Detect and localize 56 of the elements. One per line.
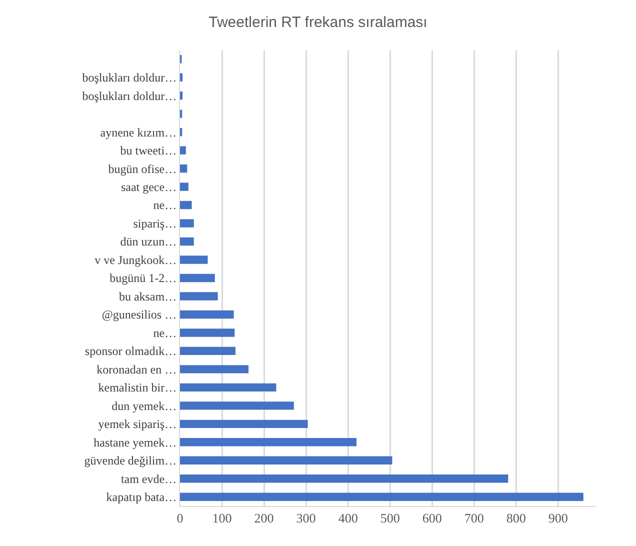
bar — [180, 182, 188, 191]
bar — [180, 328, 235, 337]
bar — [180, 73, 183, 82]
bar — [180, 146, 186, 154]
bar — [180, 456, 392, 464]
bar — [180, 256, 208, 264]
y-tick-label: sponsor olmadık… — [84, 344, 177, 358]
bar — [180, 237, 194, 246]
y-tick-label: boşlukları doldur… — [82, 70, 177, 85]
y-tick-label: bu tweeti… — [120, 144, 177, 158]
y-tick-label: dün uzun… — [120, 234, 177, 249]
y-tick-label: ne… — [153, 326, 177, 340]
x-tick-label: 700 — [464, 510, 484, 526]
y-tick-label: dun yemek… — [112, 398, 177, 413]
y-tick-label: boşlukları doldur… — [82, 88, 177, 103]
y-tick-label: hastane yemek… — [94, 435, 177, 450]
bar — [180, 292, 218, 300]
x-tick-label: 100 — [212, 510, 232, 526]
y-tick-label: bugün ofise… — [108, 162, 177, 176]
x-tick-label: 300 — [296, 510, 316, 526]
bar — [180, 219, 194, 228]
bar — [180, 274, 215, 282]
y-tick-label: bugünü 1-2… — [110, 271, 177, 286]
y-tick-label: ne… — [153, 198, 177, 212]
bar — [180, 492, 584, 501]
y-tick-label: kapatıp bata… — [106, 490, 177, 504]
y-tick-label: güvende değilim… — [84, 454, 177, 468]
y-tick-label: @gunesilios … — [102, 308, 177, 322]
bar — [180, 346, 236, 356]
bar — [180, 365, 248, 374]
y-tick-label: bu aksam… — [118, 289, 177, 304]
y-tick-label: kemalistin bir… — [98, 380, 177, 395]
x-tick-label: 0 — [176, 510, 184, 526]
y-tick-label: sipariş… — [133, 216, 177, 230]
y-tick-label: tam evde… — [120, 472, 177, 486]
y-tick-label: yemek sipariş… — [98, 417, 177, 432]
bar — [180, 474, 508, 483]
x-tick-label: 500 — [380, 510, 400, 526]
bar — [180, 438, 356, 446]
y-tick-label: aynene kızım… — [100, 125, 177, 140]
bar — [180, 383, 276, 392]
bar — [180, 164, 188, 173]
bar — [180, 200, 192, 210]
bar — [180, 420, 308, 428]
x-tick-label: 200 — [254, 510, 274, 526]
bar — [180, 92, 183, 100]
bar — [180, 310, 234, 319]
y-tick-label: v ve Jungkook… — [94, 252, 177, 267]
x-tick-label: 900 — [548, 510, 568, 526]
x-tick-label: 400 — [338, 510, 358, 526]
y-tick-label: saat gece… — [120, 180, 177, 194]
chart-title: Tweetlerin RT frekans sıralaması — [208, 14, 428, 31]
x-tick-label: 600 — [422, 510, 442, 526]
bar — [180, 402, 294, 410]
y-tick-label: koronadan en … — [96, 362, 177, 376]
x-tick-label: 800 — [506, 510, 526, 526]
